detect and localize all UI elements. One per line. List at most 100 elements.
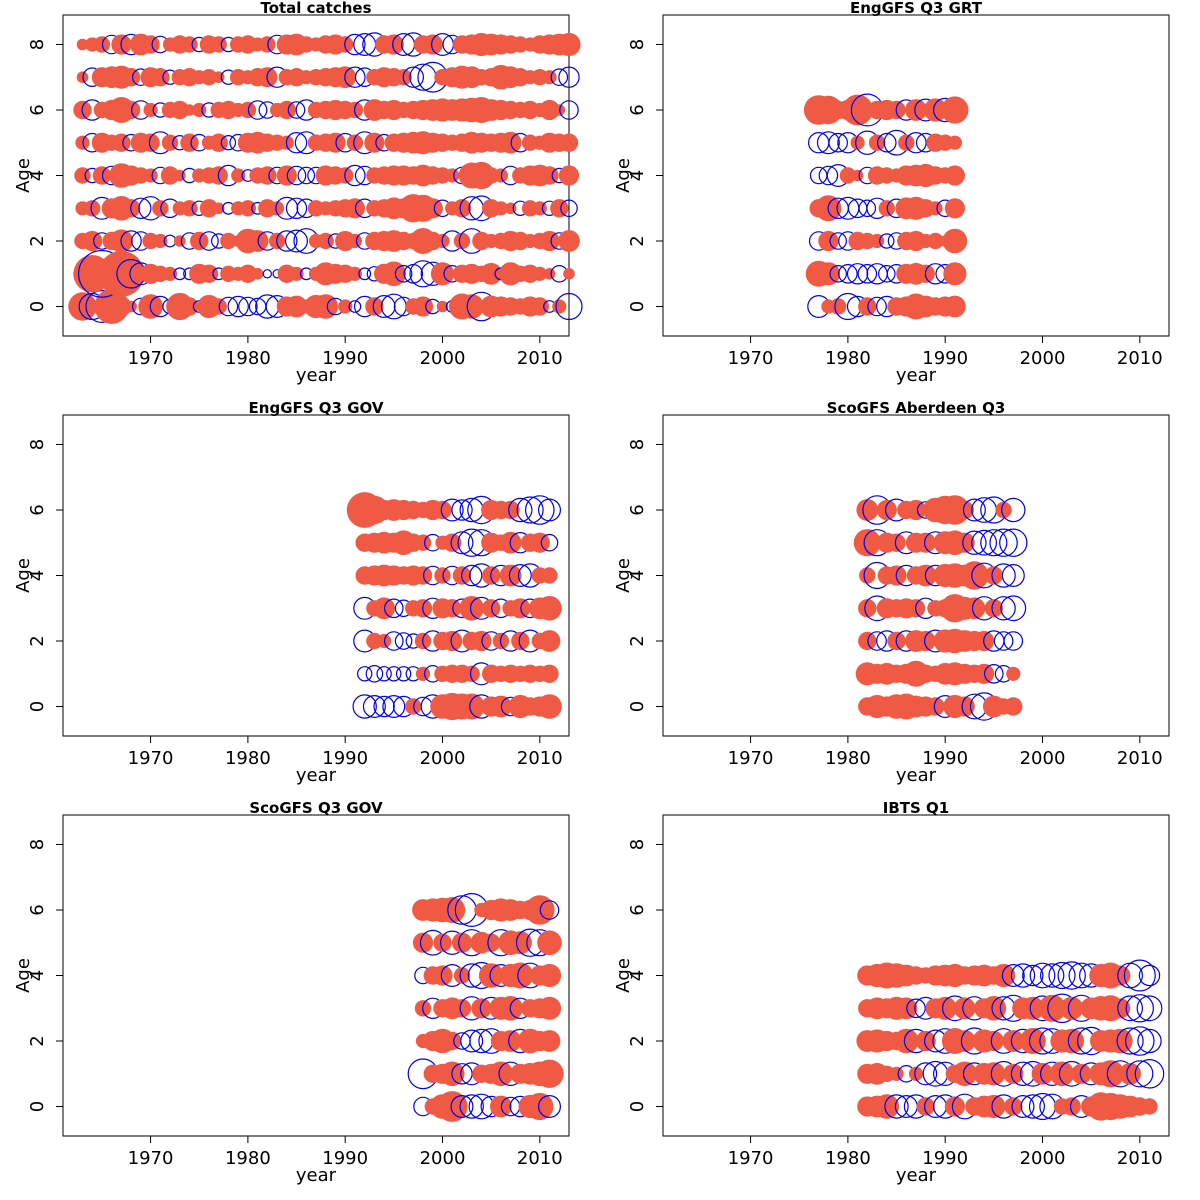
bubble: [1060, 996, 1084, 1020]
bubble: [507, 962, 534, 989]
bubble: [944, 295, 966, 318]
bubble: [915, 532, 936, 553]
bubble: [1125, 1026, 1155, 1056]
bubble: [914, 1062, 938, 1086]
bubble: [1116, 1027, 1144, 1055]
bubble: [199, 231, 219, 251]
bubble: [313, 294, 339, 319]
bubble: [439, 897, 466, 923]
y-tick-label: 2: [27, 235, 48, 246]
x-tick-label: 1990: [922, 1148, 968, 1169]
x-tick-label: 1970: [128, 348, 174, 369]
bubble: [982, 1062, 1006, 1086]
y-tick-label: 6: [627, 904, 648, 915]
x-tick-label: 2000: [420, 348, 466, 369]
y-tick-label: 0: [627, 1101, 648, 1112]
bubble: [552, 299, 567, 314]
bubble: [358, 267, 372, 281]
y-axis-label: Age: [13, 558, 34, 593]
bubble: [499, 564, 522, 587]
bubble: [414, 534, 432, 551]
bubble: [971, 529, 997, 556]
bubble: [923, 98, 948, 122]
bubble: [338, 299, 353, 314]
bubble: [842, 94, 873, 126]
bubble: [535, 1059, 564, 1089]
x-tick-label: 2010: [1117, 748, 1163, 769]
bubble: [944, 198, 966, 219]
bubble: [459, 596, 485, 621]
y-tick-label: 4: [627, 570, 648, 581]
bubble: [989, 528, 1018, 557]
bubble: [364, 132, 385, 153]
bubble: [1001, 497, 1026, 523]
x-tick-label: 1980: [825, 348, 871, 369]
x-tick-label: 2010: [1117, 1148, 1163, 1169]
bubble: [550, 199, 569, 218]
x-tick-label: 2000: [1020, 1148, 1066, 1169]
bubble-layer: [346, 492, 562, 721]
x-tick-label: 2010: [517, 748, 563, 769]
bubble: [1117, 995, 1143, 1022]
y-tick-label: 0: [27, 1101, 48, 1112]
x-axis-label: year: [896, 1165, 937, 1186]
y-tick-label: 8: [627, 439, 648, 450]
bubble: [851, 169, 864, 182]
bubble: [846, 263, 869, 285]
bubble: [141, 35, 160, 54]
bubble: [558, 230, 580, 252]
bubble: [200, 69, 218, 86]
bubble: [1071, 1063, 1092, 1084]
panel-title: EngGFS Q3 GOV: [249, 399, 384, 417]
bubble: [560, 199, 578, 218]
bubble: [459, 294, 485, 319]
bubble: [539, 900, 560, 920]
bubble: [453, 967, 471, 984]
bubble: [829, 264, 847, 283]
y-tick-label: 4: [627, 970, 648, 981]
bubble: [954, 696, 975, 717]
bubble: [537, 498, 561, 522]
y-tick-label: 6: [27, 904, 48, 915]
bubble: [538, 1030, 561, 1052]
bubble: [170, 100, 189, 120]
bubble: [859, 567, 876, 584]
bubble: [382, 694, 406, 718]
bubble: [218, 296, 239, 317]
bubble: [1006, 666, 1021, 681]
bubble: [962, 530, 987, 555]
bubble: [395, 666, 412, 682]
bubble: [829, 232, 847, 250]
y-tick-label: 4: [627, 170, 648, 181]
bubble: [889, 1066, 904, 1081]
bubble: [908, 1066, 924, 1081]
x-tick-label: 1980: [225, 348, 271, 369]
bubble: [858, 599, 877, 618]
bubble: [1011, 1094, 1035, 1118]
x-tick-label: 2000: [420, 748, 466, 769]
bubble: [199, 264, 219, 283]
bubble: [858, 199, 877, 218]
bubble: [995, 501, 1012, 519]
bubble: [433, 933, 452, 952]
bubble: [856, 499, 879, 521]
bubble: [1048, 961, 1076, 990]
bubble: [220, 134, 237, 151]
bubble: [112, 133, 131, 152]
bubble: [98, 250, 145, 297]
bubble: [1001, 963, 1025, 987]
x-tick-label: 1990: [322, 1148, 368, 1169]
bubble: [941, 96, 969, 124]
bubble: [277, 100, 296, 120]
bubble: [262, 269, 272, 279]
bubble: [1119, 1062, 1141, 1085]
y-axis-label: Age: [613, 158, 634, 193]
bubble: [373, 695, 395, 718]
y-tick-label: 4: [27, 170, 48, 181]
bubble: [1020, 1094, 1046, 1119]
bubble: [933, 996, 957, 1020]
bubble: [344, 198, 365, 219]
bubble: [558, 66, 580, 88]
bubble: [1138, 964, 1161, 987]
bubble: [1000, 595, 1027, 622]
